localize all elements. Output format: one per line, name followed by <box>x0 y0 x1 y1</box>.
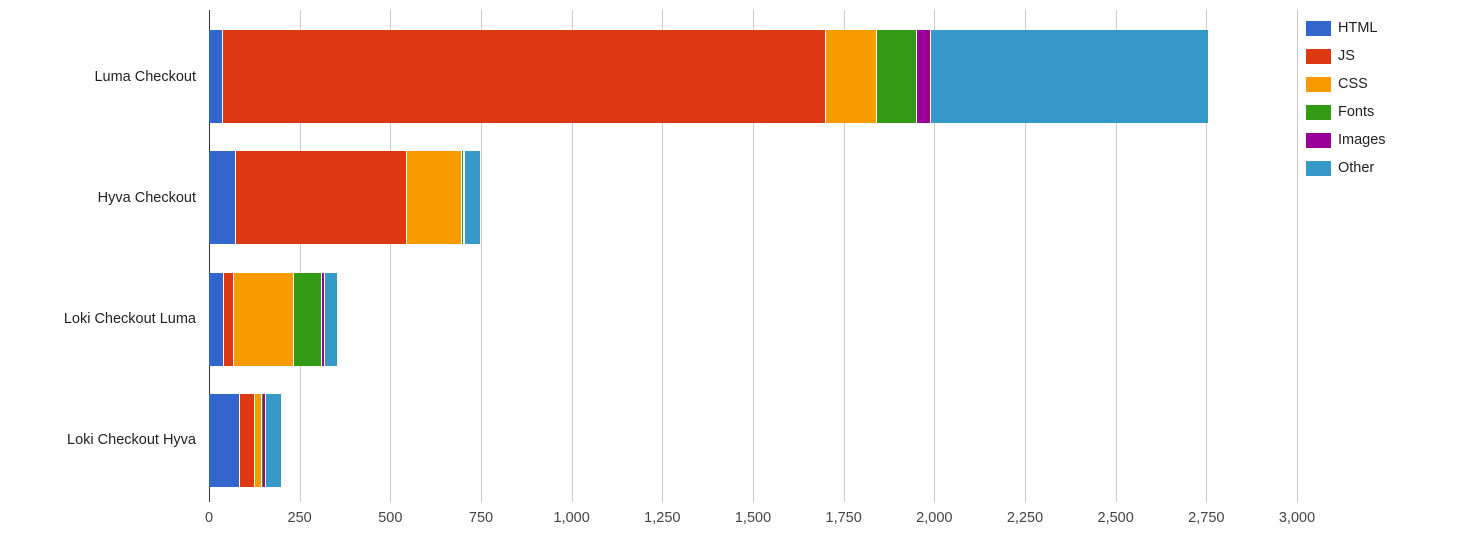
legend-swatch-icon <box>1306 104 1331 120</box>
x-axis-label: 2,500 <box>1097 510 1134 526</box>
x-axis-tick-marks <box>209 495 1298 507</box>
bar-series-container <box>209 10 1297 495</box>
bar-segment-html[interactable] <box>209 272 224 366</box>
x-tick-mark <box>1115 495 1117 502</box>
legend-swatch-icon <box>1306 76 1331 92</box>
bar-segment-html[interactable] <box>209 30 223 124</box>
x-tick-mark <box>390 495 392 502</box>
y-axis-label: Loki Checkout Luma <box>63 310 196 327</box>
x-tick-mark <box>299 495 301 502</box>
bar-row[interactable] <box>209 30 1297 124</box>
y-axis-category-labels: Luma Checkout Hyva Checkout Loki Checkout … <box>0 10 196 495</box>
x-axis-label: 750 <box>468 510 494 526</box>
bar-segment-images[interactable] <box>262 393 266 487</box>
bar-segment-js[interactable] <box>223 272 234 366</box>
legend-item-other[interactable]: Other <box>1306 154 1466 182</box>
x-tick-mark <box>662 495 664 502</box>
bar-segment-js[interactable] <box>239 393 256 487</box>
bar-segment-css[interactable] <box>255 393 263 487</box>
bar-segment-html[interactable] <box>209 151 237 245</box>
bar-row[interactable] <box>209 272 1297 366</box>
legend-swatch-icon <box>1306 48 1331 64</box>
legend-swatch-icon <box>1306 160 1331 176</box>
bar-segment-images[interactable] <box>321 272 326 366</box>
x-tick-mark <box>843 495 845 502</box>
x-axis-tick-labels: 0 250 500 750 1,000 1,250 1,500 1,750 2,000 2,250… <box>205 509 1315 533</box>
x-axis-label: 0 <box>204 510 214 526</box>
x-tick-mark <box>1206 495 1208 502</box>
bar-segment-other[interactable] <box>265 393 282 487</box>
bar-row[interactable] <box>209 393 1297 487</box>
legend-swatch-icon <box>1306 132 1331 148</box>
bar-segment-css[interactable] <box>406 151 463 245</box>
legend-label: Other <box>1338 159 1375 176</box>
legend-label: JS <box>1338 47 1355 64</box>
x-axis-label: 2,250 <box>1006 510 1044 526</box>
x-tick-mark <box>571 495 573 502</box>
x-axis-label: 2,750 <box>1188 510 1225 526</box>
plot-area <box>209 10 1298 495</box>
legend-label: Images <box>1338 131 1386 148</box>
x-tick-mark <box>1025 495 1026 502</box>
x-axis-label: 3,000 <box>1278 510 1316 526</box>
x-axis-label: 500 <box>378 510 403 526</box>
bar-segment-js[interactable] <box>236 151 407 245</box>
legend-item-js[interactable]: JS <box>1306 42 1466 70</box>
x-tick-mark <box>209 495 210 502</box>
legend-swatch-icon <box>1306 20 1331 36</box>
legend-item-fonts[interactable]: Fonts <box>1306 98 1466 126</box>
gridline <box>1297 10 1298 495</box>
x-axis-label: 1,000 <box>553 510 590 526</box>
y-axis-label: Loki Checkout Hyva <box>67 432 196 449</box>
bar-segment-other[interactable] <box>465 151 480 245</box>
bar-segment-css[interactable] <box>233 272 295 366</box>
bar-row[interactable] <box>209 151 1297 245</box>
y-axis-label: Hyva Checkout <box>97 189 196 206</box>
bar-segment-css[interactable] <box>826 30 878 124</box>
legend-item-images[interactable]: Images <box>1306 126 1466 154</box>
x-tick-mark <box>934 495 936 502</box>
bar-segment-fonts[interactable] <box>462 151 464 245</box>
legend-item-html[interactable]: HTML <box>1306 14 1466 42</box>
legend-label: HTML <box>1338 19 1378 36</box>
x-axis-label: 1,750 <box>825 510 862 526</box>
y-axis-label: Luma Checkout <box>94 68 196 85</box>
x-tick-mark <box>753 495 754 502</box>
legend-label: Fonts <box>1338 103 1375 120</box>
x-tick-mark <box>481 495 482 502</box>
x-tick-mark <box>1297 495 1298 502</box>
legend-label: CSS <box>1338 75 1368 92</box>
bar-segment-images[interactable] <box>917 30 931 124</box>
bar-segment-js[interactable] <box>222 30 827 124</box>
x-axis-label: 1,500 <box>734 510 772 526</box>
bar-segment-other[interactable] <box>325 272 338 366</box>
x-axis-label: 250 <box>287 510 312 526</box>
legend-item-css[interactable]: CSS <box>1306 70 1466 98</box>
bar-segment-html[interactable] <box>209 393 240 487</box>
bar-segment-fonts[interactable] <box>877 30 918 124</box>
x-axis-label: 2,000 <box>916 510 953 526</box>
bar-segment-fonts[interactable] <box>294 272 322 366</box>
chart-legend: HTML JS CSS Fonts Images Other <box>1306 14 1466 182</box>
bar-segment-other[interactable] <box>930 30 1208 124</box>
x-axis-label: 1,250 <box>644 510 681 526</box>
bar-segment-images[interactable] <box>463 151 466 245</box>
